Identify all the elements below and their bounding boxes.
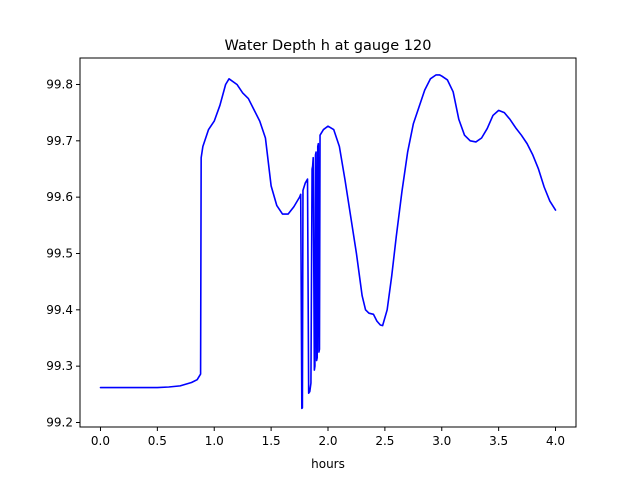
y-tick-label: 99.4 (46, 303, 73, 317)
x-tick-label: 2.0 (318, 434, 337, 448)
x-tick-label: 0.0 (91, 434, 110, 448)
x-tick-label: 2.5 (375, 434, 394, 448)
plot-area (99, 74, 557, 410)
series-line-0 (99, 74, 557, 410)
y-tick-label: 99.8 (46, 77, 73, 91)
x-tick-label: 4.0 (546, 434, 565, 448)
x-axis-label: hours (311, 457, 345, 471)
y-tick-label: 99.5 (46, 246, 73, 260)
x-tick-label: 1.0 (205, 434, 224, 448)
y-tick-label: 99.6 (46, 190, 73, 204)
x-tick-label: 0.5 (148, 434, 167, 448)
y-tick-label: 99.3 (46, 359, 73, 373)
x-axis: 0.0 0.5 1.0 1.5 2.0 2.5 3.0 3.5 4.0 (91, 427, 565, 448)
x-tick-label: 3.5 (489, 434, 508, 448)
y-axis: 99.2 99.3 99.4 99.5 99.6 99.7 99.8 (46, 77, 80, 429)
x-tick-label: 1.5 (262, 434, 281, 448)
y-tick-label: 99.7 (46, 134, 73, 148)
x-tick-label: 3.0 (432, 434, 451, 448)
y-tick-label: 99.2 (46, 415, 73, 429)
chart-title: Water Depth h at gauge 120 (225, 38, 432, 54)
